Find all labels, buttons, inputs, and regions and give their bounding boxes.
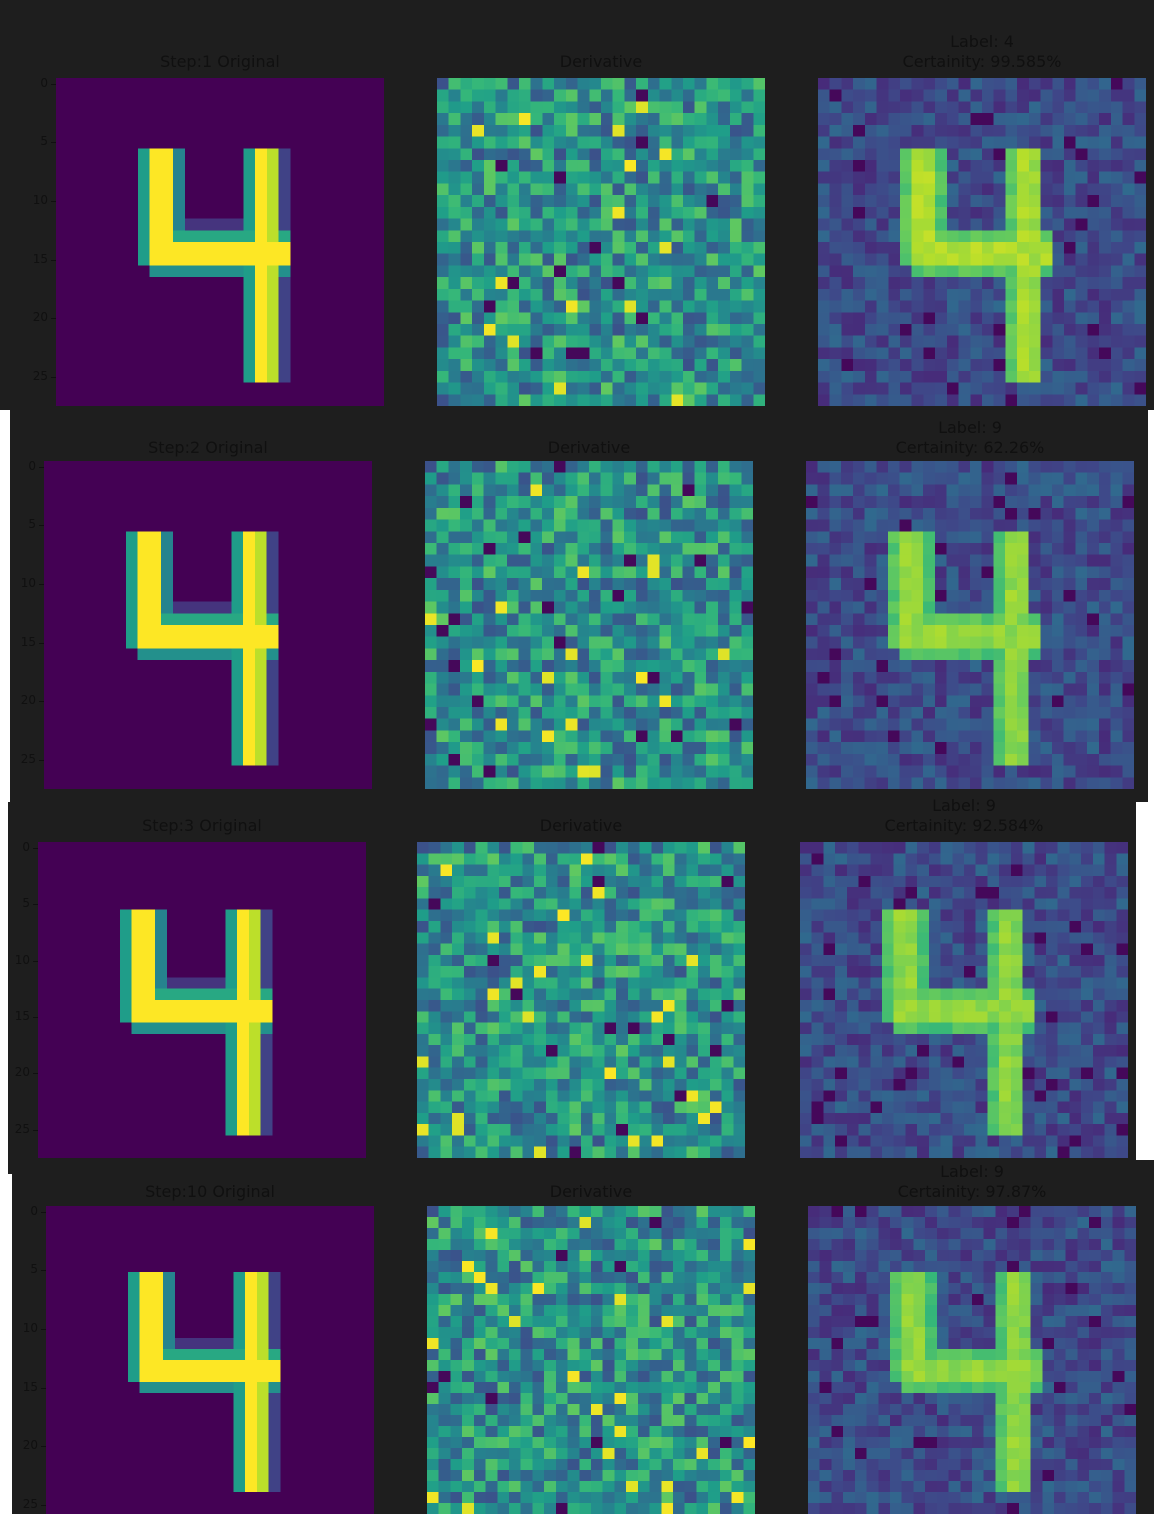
- original-image-panel: [38, 842, 366, 1158]
- original-image-panel: [46, 1206, 374, 1514]
- derivative-heatmap: [437, 78, 765, 406]
- y-tick-label: 5: [22, 896, 30, 911]
- y-tick-mark: [41, 1211, 46, 1213]
- y-tick-mark: [33, 960, 38, 962]
- derivative-panel: [427, 1206, 755, 1514]
- adversarial-image-panel: [818, 78, 1146, 406]
- y-tick-mark: [41, 1387, 46, 1389]
- figure-row-3: Step:3 Original Derivative Label: 9 Cert…: [8, 796, 1136, 1174]
- panel-title-certainty: Certainity: 99.585%: [902, 52, 1062, 71]
- y-tick-label: 15: [14, 1008, 30, 1023]
- y-tick-label: 5: [30, 1262, 38, 1277]
- panel-title: Derivative: [559, 52, 643, 71]
- y-tick-label: 10: [14, 952, 30, 967]
- y-tick-mark: [39, 525, 44, 527]
- y-tick-mark: [39, 642, 44, 644]
- y-tick-label: 25: [14, 1121, 30, 1136]
- panel-title: Step:3 Original: [142, 816, 262, 835]
- panel-title-label: Label: 9: [932, 796, 996, 815]
- y-tick-mark: [41, 1329, 46, 1330]
- y-tick-mark: [33, 1016, 38, 1018]
- derivative-heatmap: [427, 1206, 755, 1514]
- derivative-panel: [425, 461, 753, 789]
- y-tick-mark: [39, 759, 44, 761]
- panel-title: Step:2 Original: [148, 438, 268, 457]
- y-tick-label: 20: [14, 1065, 30, 1080]
- y-tick-mark: [51, 318, 56, 320]
- y-tick-mark: [39, 584, 44, 585]
- y-tick-label: 25: [20, 751, 36, 766]
- y-tick-mark: [33, 847, 38, 849]
- panel-title-certainty: Certainity: 62.26%: [895, 438, 1045, 457]
- figure-row-1: Step:1 Original Derivative Label: 4 Cert…: [0, 0, 1154, 410]
- y-tick-mark: [41, 1504, 46, 1506]
- y-tick-label: 5: [40, 134, 48, 149]
- figure-row-4: Step:10 Original Derivative Label: 9 Cer…: [12, 1160, 1154, 1514]
- panel-title: Derivative: [549, 1182, 633, 1201]
- adversarial-image-panel: [806, 461, 1134, 789]
- panel-title: Step:10 Original: [145, 1182, 275, 1201]
- panel-title-label: Label: 4: [950, 32, 1014, 51]
- panel-title-label: Label: 9: [938, 418, 1002, 437]
- y-tick-mark: [51, 259, 56, 261]
- y-tick-mark: [51, 83, 56, 85]
- y-tick-mark: [39, 701, 44, 703]
- y-tick-mark: [51, 142, 56, 144]
- y-tick-label: 15: [20, 634, 36, 649]
- y-tick-label: 25: [32, 368, 48, 383]
- y-tick-mark: [33, 904, 38, 906]
- derivative-heatmap: [425, 461, 753, 789]
- y-tick-label: 15: [22, 1379, 38, 1394]
- figure-row-2: Step:2 Original Derivative Label: 9 Cert…: [10, 410, 1148, 802]
- y-tick-mark: [41, 1446, 46, 1448]
- y-tick-label: 0: [22, 839, 30, 854]
- y-tick-label: 10: [20, 576, 36, 590]
- y-tick-mark: [33, 1073, 38, 1075]
- y-tick-label: 10: [32, 193, 48, 207]
- adversarial-heatmap: [806, 461, 1134, 789]
- original-image-panel: [56, 78, 384, 406]
- adversarial-image-panel: [800, 842, 1128, 1158]
- derivative-panel: [437, 78, 765, 406]
- y-tick-label: 20: [20, 693, 36, 708]
- adversarial-image-panel: [808, 1206, 1136, 1514]
- y-tick-mark: [51, 201, 56, 202]
- y-tick-label: 10: [22, 1321, 38, 1335]
- adversarial-heatmap: [818, 78, 1146, 406]
- original-digit-heatmap: [56, 78, 384, 406]
- y-tick-mark: [41, 1270, 46, 1272]
- y-tick-mark: [33, 1129, 38, 1131]
- adversarial-heatmap: [800, 842, 1128, 1158]
- panel-title: Derivative: [547, 438, 631, 457]
- original-digit-heatmap: [44, 461, 372, 789]
- panel-title: Derivative: [539, 816, 623, 835]
- derivative-heatmap: [417, 842, 745, 1158]
- y-tick-label: 0: [28, 458, 36, 473]
- y-tick-label: 5: [28, 517, 36, 532]
- panel-title-label: Label: 9: [940, 1162, 1004, 1181]
- panel-title: Step:1 Original: [160, 52, 280, 71]
- y-tick-mark: [39, 466, 44, 468]
- adversarial-heatmap: [808, 1206, 1136, 1514]
- y-tick-label: 15: [32, 251, 48, 266]
- y-tick-label: 0: [40, 75, 48, 90]
- y-tick-label: 20: [22, 1438, 38, 1453]
- y-tick-label: 25: [22, 1496, 38, 1511]
- y-tick-mark: [51, 376, 56, 378]
- y-tick-label: 0: [30, 1203, 38, 1218]
- original-digit-heatmap: [46, 1206, 374, 1514]
- panel-title-certainty: Certainity: 97.87%: [897, 1182, 1047, 1201]
- panel-title-certainty: Certainity: 92.584%: [884, 816, 1044, 835]
- original-digit-heatmap: [38, 842, 366, 1158]
- derivative-panel: [417, 842, 745, 1158]
- y-tick-label: 20: [32, 310, 48, 325]
- original-image-panel: [44, 461, 372, 789]
